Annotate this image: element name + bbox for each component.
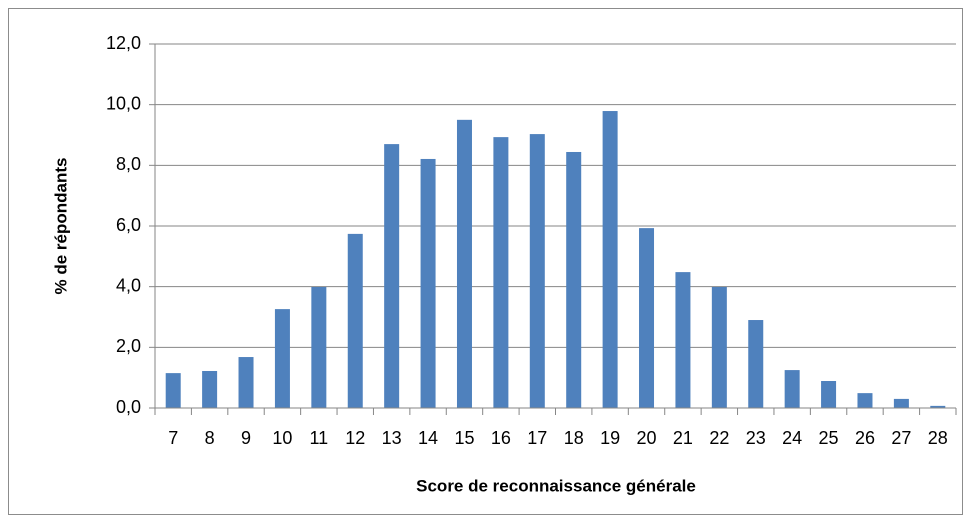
y-tick-label: 0,0	[116, 397, 141, 417]
bar	[493, 137, 509, 408]
bar	[784, 370, 800, 408]
x-tick-label: 26	[855, 428, 875, 448]
x-tick-label: 7	[168, 428, 178, 448]
bar	[639, 228, 655, 408]
bar	[602, 111, 618, 408]
bar	[347, 233, 363, 408]
bar	[893, 398, 909, 408]
x-tick-label: 10	[272, 428, 292, 448]
x-tick-label: 21	[673, 428, 693, 448]
x-tick-label: 16	[491, 428, 511, 448]
x-tick-label: 15	[454, 428, 474, 448]
x-tick-label: 19	[600, 428, 620, 448]
y-tick-label: 2,0	[116, 336, 141, 356]
bar	[529, 134, 545, 408]
bar	[857, 393, 873, 408]
chart-border	[8, 8, 963, 515]
bar	[311, 286, 327, 408]
y-tick-label: 6,0	[116, 215, 141, 235]
bar	[748, 320, 764, 408]
x-tick-label: 8	[205, 428, 215, 448]
bar	[675, 272, 691, 408]
y-tick-label: 12,0	[106, 33, 141, 53]
bar	[202, 370, 218, 408]
x-tick-label: 23	[746, 428, 766, 448]
bar	[238, 357, 254, 408]
bar	[566, 151, 582, 408]
bar	[821, 381, 837, 408]
x-tick-label: 13	[382, 428, 402, 448]
x-axis-title: Score de reconnaissance générale	[416, 476, 696, 495]
bar	[420, 158, 436, 408]
x-tick-label: 28	[928, 428, 948, 448]
bar	[384, 144, 400, 408]
bar	[274, 309, 290, 408]
x-tick-label: 25	[819, 428, 839, 448]
bar	[165, 373, 181, 408]
bar	[930, 405, 946, 408]
y-axis-title: % de répondants	[51, 158, 70, 295]
bar	[711, 286, 727, 408]
x-tick-label: 20	[637, 428, 657, 448]
x-tick-label: 12	[345, 428, 365, 448]
bar	[456, 119, 472, 408]
x-tick-label: 24	[782, 428, 802, 448]
x-tick-label: 14	[418, 428, 438, 448]
x-tick-label: 27	[891, 428, 911, 448]
y-tick-label: 8,0	[116, 154, 141, 174]
x-tick-label: 17	[527, 428, 547, 448]
x-tick-label: 11	[309, 428, 328, 448]
y-tick-label: 4,0	[116, 275, 141, 295]
x-tick-label: 18	[564, 428, 584, 448]
x-tick-label: 9	[241, 428, 251, 448]
x-tick-label: 22	[709, 428, 729, 448]
y-tick-label: 10,0	[106, 93, 141, 113]
